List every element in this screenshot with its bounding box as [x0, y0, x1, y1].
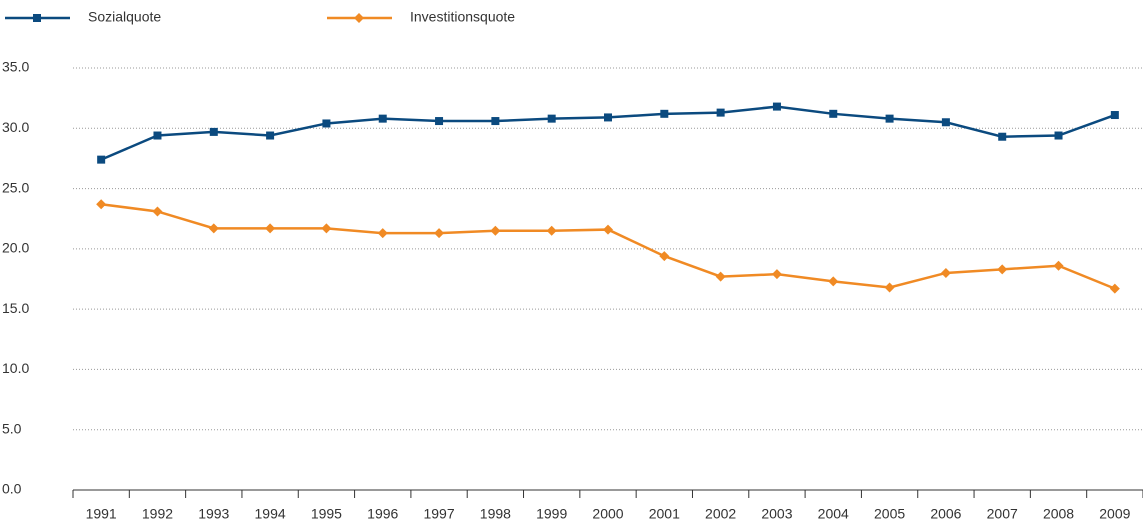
x-tick-label: 2000: [592, 506, 623, 522]
marker: [434, 228, 445, 239]
marker: [354, 13, 364, 23]
x-tick-label: 2006: [930, 506, 961, 522]
marker: [941, 118, 950, 127]
x-tick-label: 1994: [255, 506, 286, 522]
marker: [829, 109, 838, 118]
y-tick-label: 15.0: [2, 300, 29, 316]
marker: [491, 117, 500, 126]
y-tick-label: 0.0: [2, 481, 22, 497]
marker: [1054, 131, 1063, 140]
marker: [772, 102, 781, 111]
x-tick-label: 2009: [1099, 506, 1130, 522]
x-tick-label: 1998: [480, 506, 511, 522]
marker: [828, 276, 839, 287]
y-tick-label: 20.0: [2, 240, 29, 256]
x-tick-label: 1995: [311, 506, 342, 522]
legend-label: Sozialquote: [88, 9, 161, 25]
marker: [1053, 260, 1064, 271]
marker: [265, 223, 276, 234]
x-tick-label: 2003: [761, 506, 792, 522]
x-tick-label: 2004: [818, 506, 849, 522]
marker: [771, 269, 782, 280]
series-line: [100, 203, 1116, 290]
marker: [660, 109, 669, 118]
legend-label: Investitionsquote: [410, 9, 515, 25]
y-tick-label: 25.0: [2, 179, 29, 195]
marker: [266, 131, 275, 140]
marker: [546, 225, 557, 236]
y-tick-label: 35.0: [2, 59, 29, 75]
marker: [152, 206, 163, 217]
x-tick-label: 1996: [367, 506, 398, 522]
marker: [322, 119, 331, 128]
x-tick-label: 1993: [198, 506, 229, 522]
marker: [321, 223, 332, 234]
y-tick-label: 5.0: [2, 420, 22, 436]
marker: [378, 114, 387, 123]
marker: [490, 225, 501, 236]
marker: [715, 271, 726, 282]
x-tick-label: 1992: [142, 506, 173, 522]
marker: [603, 224, 613, 235]
x-tick-label: 1997: [423, 506, 454, 522]
marker: [604, 113, 612, 122]
marker: [998, 132, 1007, 141]
marker: [435, 117, 444, 126]
x-tick-label: 1991: [86, 506, 117, 522]
marker: [659, 251, 670, 262]
y-tick-label: 30.0: [2, 119, 29, 135]
marker: [97, 155, 106, 164]
marker: [884, 282, 895, 293]
marker: [547, 114, 556, 123]
marker: [208, 223, 219, 234]
marker: [153, 131, 162, 140]
x-tick-label: 1999: [536, 506, 567, 522]
x-tick-label: 2008: [1043, 506, 1074, 522]
marker: [997, 264, 1008, 275]
marker: [1109, 283, 1120, 294]
marker: [716, 108, 725, 117]
marker: [940, 267, 951, 278]
x-tick-label: 2002: [705, 506, 736, 522]
marker: [33, 14, 41, 22]
x-tick-label: 2001: [649, 506, 680, 522]
marker: [1110, 111, 1119, 120]
x-tick-label: 2005: [874, 506, 905, 522]
marker: [209, 127, 218, 136]
marker: [96, 199, 107, 210]
x-tick-label: 2007: [987, 506, 1018, 522]
marker: [885, 114, 894, 123]
marker: [377, 228, 388, 239]
y-tick-label: 10.0: [2, 360, 29, 376]
